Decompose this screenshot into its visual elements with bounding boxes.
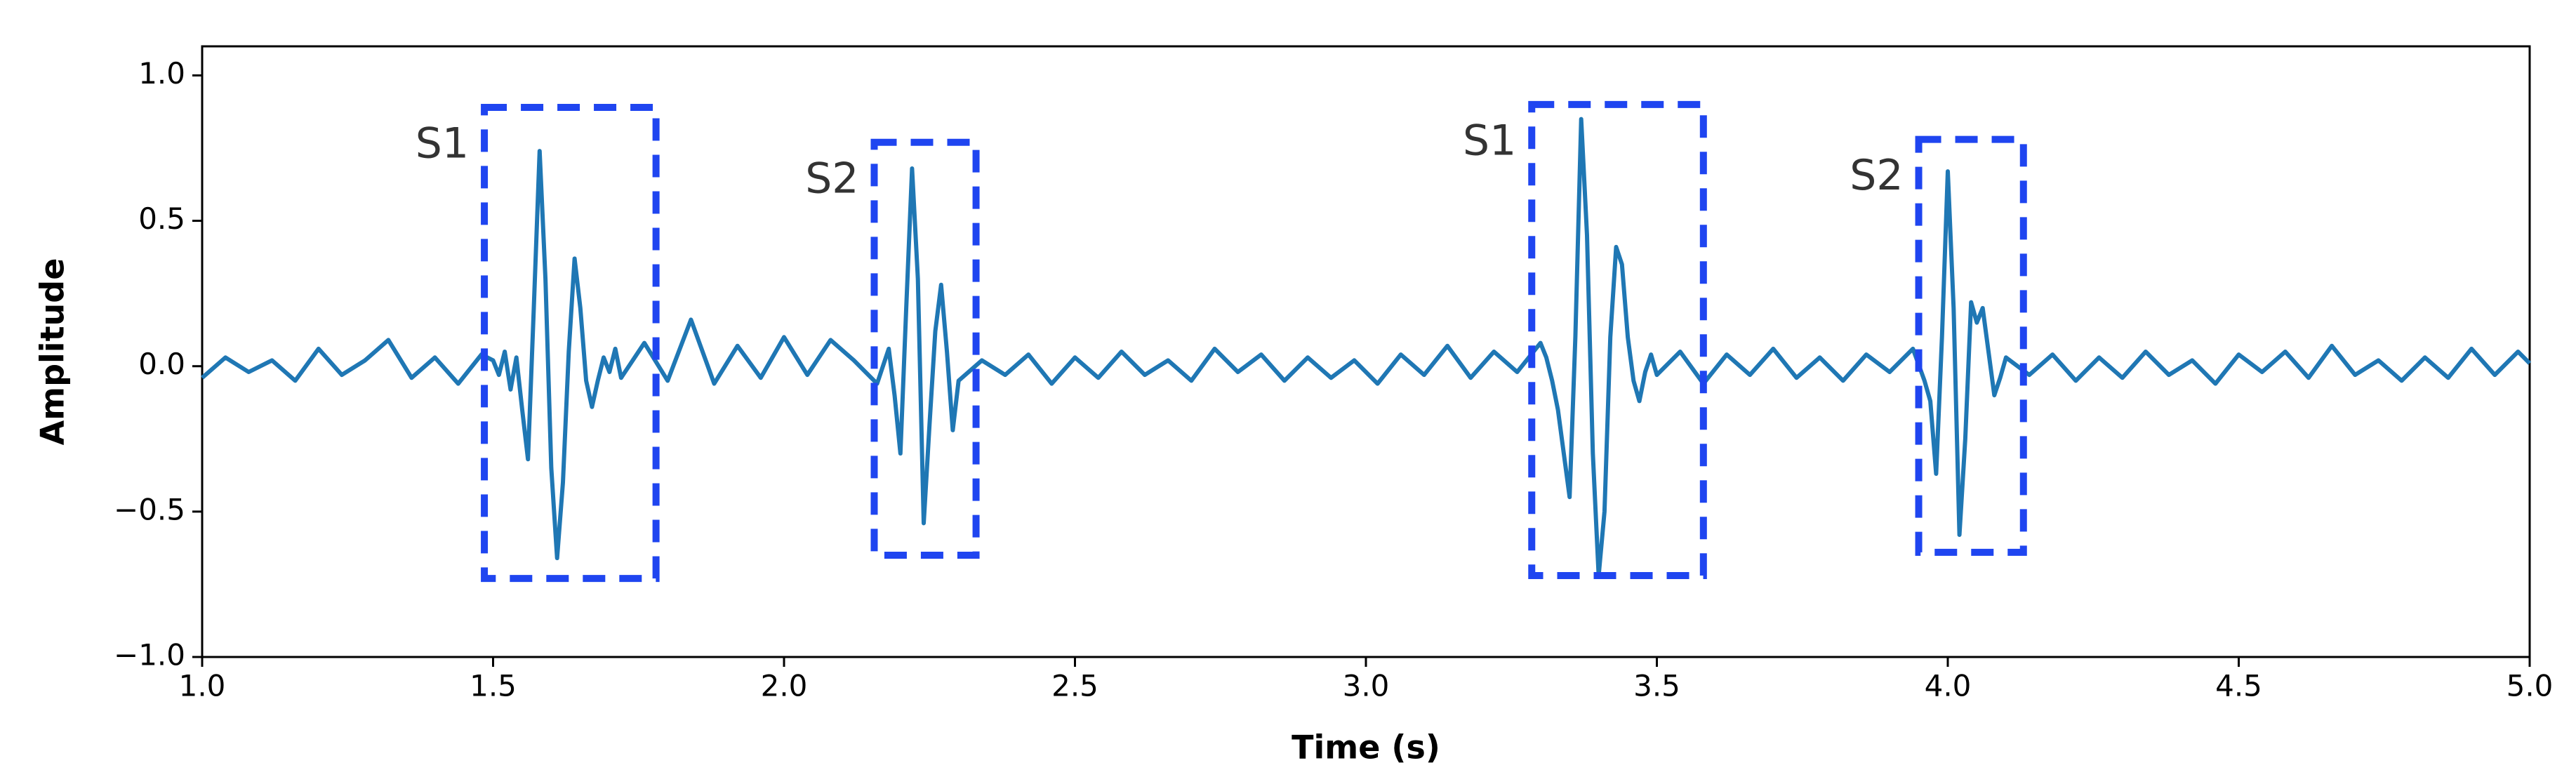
- x-tick-label: 1.0: [179, 669, 226, 703]
- annotation-label: S1: [416, 119, 469, 168]
- x-tick-label: 4.0: [1925, 669, 1972, 703]
- x-tick-label: 1.5: [470, 669, 517, 703]
- x-axis-label: Time (s): [1292, 729, 1440, 766]
- x-tick-label: 5.0: [2507, 669, 2554, 703]
- annotation-box: [870, 138, 980, 559]
- annotation-label: S1: [1463, 116, 1516, 165]
- annotation-label: S2: [1850, 151, 1903, 200]
- x-tick-label: 2.5: [1051, 669, 1098, 703]
- x-tick-label: 2.0: [761, 669, 808, 703]
- y-tick-label: 0.0: [138, 347, 185, 381]
- x-tick-label: 3.0: [1343, 669, 1390, 703]
- y-tick-label: 0.5: [138, 201, 185, 236]
- x-tick-label: 4.5: [2215, 669, 2262, 703]
- y-tick-label: 1.0: [138, 56, 185, 91]
- annotation-box: [1528, 100, 1707, 580]
- signal-line: [201, 117, 2532, 578]
- y-axis-label: Amplitude: [34, 258, 72, 446]
- annotation-label: S2: [805, 154, 858, 203]
- x-tick-label: 3.5: [1633, 669, 1680, 703]
- y-tick-label: −1.0: [114, 638, 185, 672]
- annotation-box: [481, 104, 660, 583]
- plot-frame: [201, 45, 2531, 658]
- annotation-box: [1915, 135, 2027, 556]
- y-tick-label: −0.5: [114, 492, 185, 526]
